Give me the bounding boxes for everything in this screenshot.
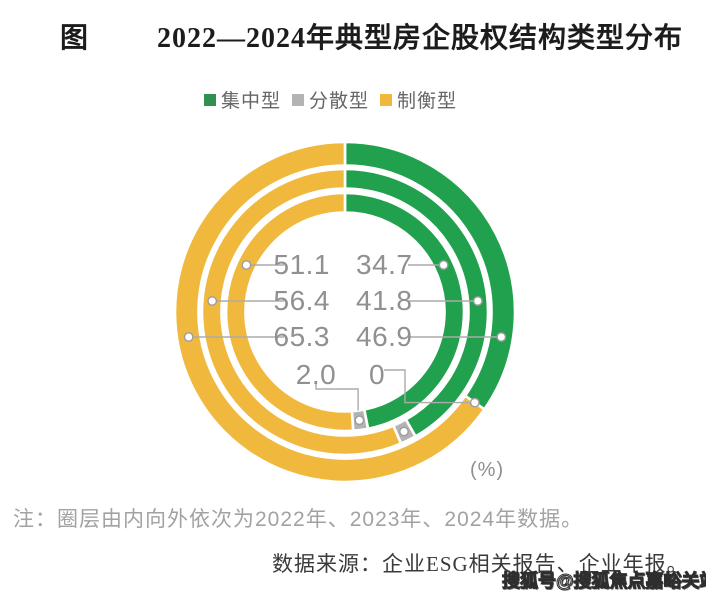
- value-label-balanced-2024: 65.3: [273, 321, 330, 352]
- leader-dot: [469, 397, 480, 408]
- value-label-concentrated-row1: 34.7: [356, 249, 413, 280]
- leader-dot: [241, 260, 252, 270]
- leader-dot: [207, 296, 218, 306]
- arc-2022-balanced: [224, 191, 355, 433]
- leader-line: [384, 369, 470, 404]
- unit-label: (%): [470, 459, 505, 481]
- legend-label-dispersed: 分散型: [309, 91, 370, 112]
- legend-label-balanced: 制衡型: [397, 91, 458, 112]
- legend-swatch-balanced: [380, 93, 393, 106]
- value-label-dispersed-2022: 2.0: [295, 359, 337, 390]
- chart-title: 图 2022—2024年典型房企股权结构类型分布: [60, 16, 683, 56]
- legend-item-balanced: 制衡型: [380, 86, 457, 113]
- legend-item-concentrated: 集中型: [204, 86, 281, 113]
- leader-dot: [438, 260, 449, 270]
- value-label-concentrated-row2: 41.8: [356, 285, 413, 316]
- legend-label-concentrated: 集中型: [221, 91, 282, 112]
- value-label-concentrated-row3: 46.9: [356, 321, 413, 352]
- leader-dot: [399, 426, 409, 437]
- arc-2024-balanced: [173, 140, 487, 484]
- data-source: 数据来源：企业ESG相关报告、企业年报。: [272, 552, 689, 576]
- leader-line: [315, 384, 359, 411]
- title-prefix: 图: [60, 23, 90, 54]
- leader-dot: [354, 415, 365, 426]
- watermark: 搜狐号@搜狐焦点嘉峪关站: [502, 571, 706, 592]
- legend: 集中型 分散型 制衡型: [204, 86, 457, 113]
- legend-swatch-concentrated: [204, 93, 216, 106]
- leader-dot: [496, 332, 507, 342]
- legend-item-dispersed: 分散型: [292, 86, 369, 113]
- legend-swatch-dispersed: [292, 93, 305, 106]
- value-label-balanced-2023: 56.4: [273, 285, 330, 316]
- leader-dot: [183, 332, 194, 342]
- value-label-dispersed-2024: 0: [368, 359, 386, 390]
- title-text: 2022—2024年典型房企股权结构类型分布: [157, 23, 684, 54]
- leader-dot: [472, 296, 483, 306]
- arc-2023-balanced: [200, 167, 403, 457]
- footnote: 注：圈层由内向外依次为2022年、2023年、2024年数据。: [13, 508, 584, 531]
- value-label-balanced-2022: 51.1: [273, 249, 330, 280]
